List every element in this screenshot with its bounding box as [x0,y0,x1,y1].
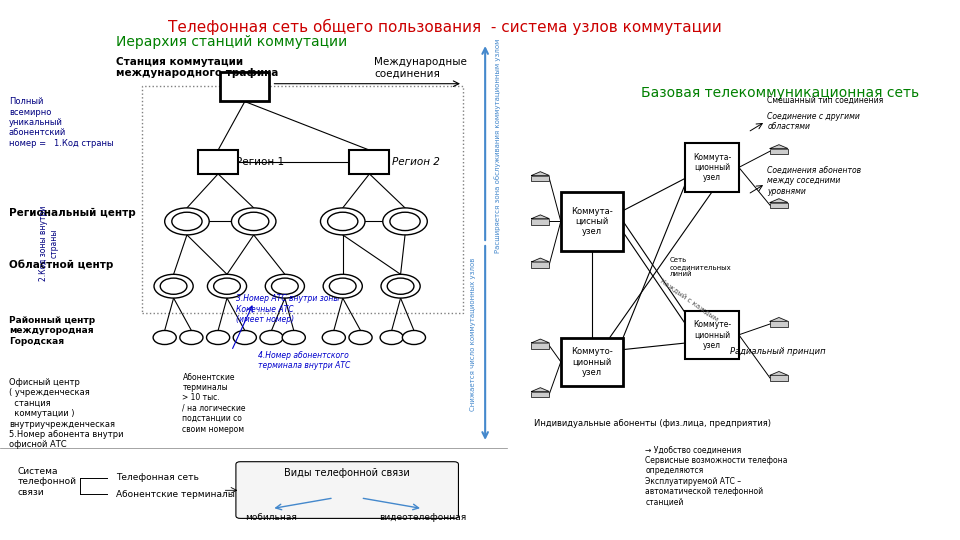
Polygon shape [532,258,549,262]
Text: видеотелефонная: видеотелефонная [379,513,467,522]
Circle shape [154,274,193,298]
Circle shape [233,330,256,345]
Polygon shape [770,145,788,148]
Text: Телефонная сеть: Телефонная сеть [116,474,199,482]
Text: Коммуто-
ционный
узел: Коммуто- ционный узел [571,347,612,377]
Text: 4.Номер абонентского
терминала внутри АТС: 4.Номер абонентского терминала внутри АТ… [258,351,350,370]
Text: Регион 1: Регион 1 [236,157,284,167]
Text: Расширяется зона обслуживания коммутационным узлом: Расширяется зона обслуживания коммутацио… [494,39,501,253]
Text: → Удобство соединения
Сервисные возможности телефона
определяются
Эксплуатируемо: → Удобство соединения Сервисные возможно… [645,446,788,507]
FancyBboxPatch shape [236,462,459,518]
Polygon shape [770,318,788,321]
Bar [532,176,549,181]
Text: Каждый с каждым: Каждый с каждым [659,277,719,322]
Text: Индивидуальные абоненты (физ.лица, предприятия): Индивидуальные абоненты (физ.лица, предп… [534,420,771,428]
Circle shape [172,212,202,231]
Text: Снижается число коммутационных узлов: Снижается число коммутационных узлов [470,258,476,411]
Polygon shape [532,339,549,343]
Circle shape [383,208,427,235]
Text: Регион 2: Регион 2 [392,157,440,167]
Circle shape [381,274,420,298]
Circle shape [323,330,346,345]
Circle shape [348,330,372,345]
Circle shape [260,330,283,345]
Bar [770,321,788,327]
Circle shape [324,274,362,298]
Text: Коммуте-
ционный
узел: Коммуте- ционный узел [693,320,732,350]
Bar [221,71,270,102]
Text: Смешанный тип соединения: Смешанный тип соединения [767,96,883,104]
Polygon shape [532,215,549,219]
Text: Региональный центр: Региональный центр [9,208,135,218]
Polygon shape [532,172,549,176]
Text: Абонентские
терминалы
> 10 тыс.
/ на логические
подстанции со
своим номером: Абонентские терминалы > 10 тыс. / на лог… [182,373,246,434]
Bar [198,150,238,174]
Polygon shape [770,199,788,202]
Text: Абонентские терминалы: Абонентские терминалы [116,490,234,498]
Text: Полный
всемирно
уникальный
абонентский
номер =   1.Код страны: Полный всемирно уникальный абонентский н… [9,97,113,148]
Text: 3.Номер АТС внутри зоны
Конечные АТС
(имеет номер): 3.Номер АТС внутри зоны Конечные АТС (им… [236,294,339,324]
Bar [349,150,390,174]
Bar [561,192,623,251]
Bar [532,219,549,225]
Circle shape [231,208,276,235]
Text: Станция коммутации
международного трафика: Станция коммутации международного трафик… [116,57,278,78]
Circle shape [327,212,358,231]
Circle shape [272,278,299,294]
Circle shape [206,330,229,345]
Circle shape [380,330,403,345]
Circle shape [180,330,203,345]
Bar [685,310,739,359]
Circle shape [329,278,356,294]
Circle shape [321,208,365,235]
Bar [142,86,463,313]
Bar [685,143,739,192]
Text: Областной центр: Областной центр [9,259,113,270]
Text: Соединения абонентов
между соседними
уровнями: Соединения абонентов между соседними уро… [767,166,861,196]
Polygon shape [532,388,549,392]
Circle shape [165,208,209,235]
Circle shape [239,212,269,231]
Bar [770,375,788,381]
Bar [561,338,623,386]
Text: Система
телефонной
связи: Система телефонной связи [18,467,77,497]
Circle shape [214,278,240,294]
Text: Базовая телекоммуникационная сеть: Базовая телекоммуникационная сеть [641,86,919,100]
Circle shape [390,212,420,231]
Circle shape [153,330,177,345]
Circle shape [160,278,187,294]
Text: Радиальный принцип: Радиальный принцип [730,347,826,355]
Circle shape [402,330,425,345]
Text: Офисный центр
( учрежденческая
  станция
  коммутации )
внутриучрежденческая
5.Н: Офисный центр ( учрежденческая станция к… [9,378,124,449]
Text: Коммута-
ционный
узел: Коммута- ционный узел [693,152,732,183]
Text: Телефонная сеть общего пользования  - система узлов коммутации: Телефонная сеть общего пользования - сис… [168,19,722,35]
Text: Виды телефонной связи: Виды телефонной связи [284,468,410,477]
Text: Иерархия станций коммутации: Иерархия станций коммутации [116,35,347,49]
Text: мобильная: мобильная [246,513,298,522]
Bar [532,262,549,268]
Circle shape [282,330,305,345]
Circle shape [265,274,304,298]
Circle shape [387,278,414,294]
Text: 2.Код зоны внутри
страны: 2.Код зоны внутри страны [39,205,59,281]
Text: Соединение с другими
областями: Соединение с другими областями [767,112,860,131]
Polygon shape [770,372,788,375]
Bar [770,202,788,208]
Circle shape [207,274,247,298]
Text: Районный центр
междугородная
Городская: Районный центр междугородная Городская [9,316,95,346]
Text: Международные
соединения: Международные соединения [373,57,467,78]
Text: Коммута-
цисный
узел: Коммута- цисный узел [571,206,612,237]
Bar [532,343,549,349]
Bar [770,148,788,154]
Bar [532,392,549,397]
Text: Сеть
соединительных
линий: Сеть соединительных линий [669,257,732,278]
